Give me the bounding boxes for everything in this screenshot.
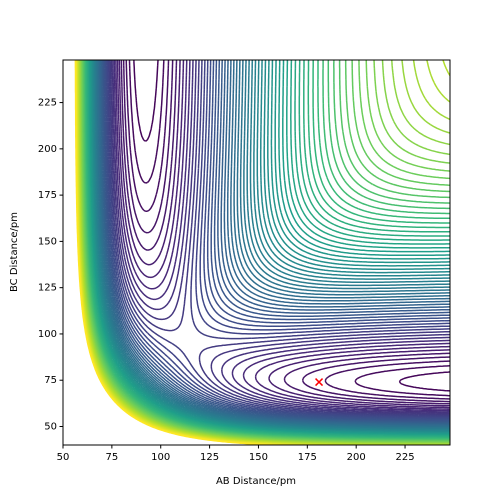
contour-line (109, 60, 450, 416)
x-axis-label: AB Distance/pm (216, 476, 296, 487)
x-tick-label: 50 (57, 452, 70, 463)
x-tick-label: 150 (249, 452, 268, 463)
contour-line (106, 60, 450, 419)
x-tick-label: 225 (395, 452, 414, 463)
contour-line (125, 60, 450, 400)
y-tick-label: 75 (44, 375, 57, 386)
point-marker (315, 378, 324, 387)
contour-line (112, 60, 450, 413)
contour-line (100, 60, 450, 425)
contour-line (105, 60, 450, 420)
contour-line (118, 60, 450, 407)
contour-line (101, 60, 450, 424)
y-tick-label: 200 (38, 144, 57, 155)
contour-line (115, 60, 450, 410)
x-tick-label: 75 (105, 452, 118, 463)
contour-line (107, 60, 450, 418)
contour-line (102, 60, 450, 423)
contour-line (122, 60, 450, 403)
contour-line (133, 60, 450, 392)
contour-line (103, 60, 450, 422)
contour-line (116, 60, 450, 409)
contour-plot (74, 60, 450, 445)
y-tick-label: 225 (38, 98, 57, 109)
contour-line (128, 60, 450, 397)
y-tick-label: 125 (38, 283, 57, 294)
y-axis-label: BC Distance/pm (9, 212, 20, 292)
contour-line (99, 60, 450, 425)
contour-line (110, 60, 450, 415)
x-tick-label: 175 (298, 452, 317, 463)
x-tick-label: 200 (347, 452, 366, 463)
x-tick-label: 100 (151, 452, 170, 463)
y-tick-label: 175 (38, 190, 57, 201)
contour-line (113, 60, 450, 412)
contour-line (94, 60, 450, 430)
y-tick-label: 100 (38, 329, 57, 340)
y-tick-label: 50 (44, 421, 57, 432)
y-tick-label: 150 (38, 236, 57, 247)
x-tick-label: 125 (200, 452, 219, 463)
contour-line (108, 60, 450, 417)
contour-line (74, 60, 273, 445)
contour-line (120, 60, 450, 405)
plot-frame (62, 59, 451, 446)
contour-line (104, 60, 450, 421)
